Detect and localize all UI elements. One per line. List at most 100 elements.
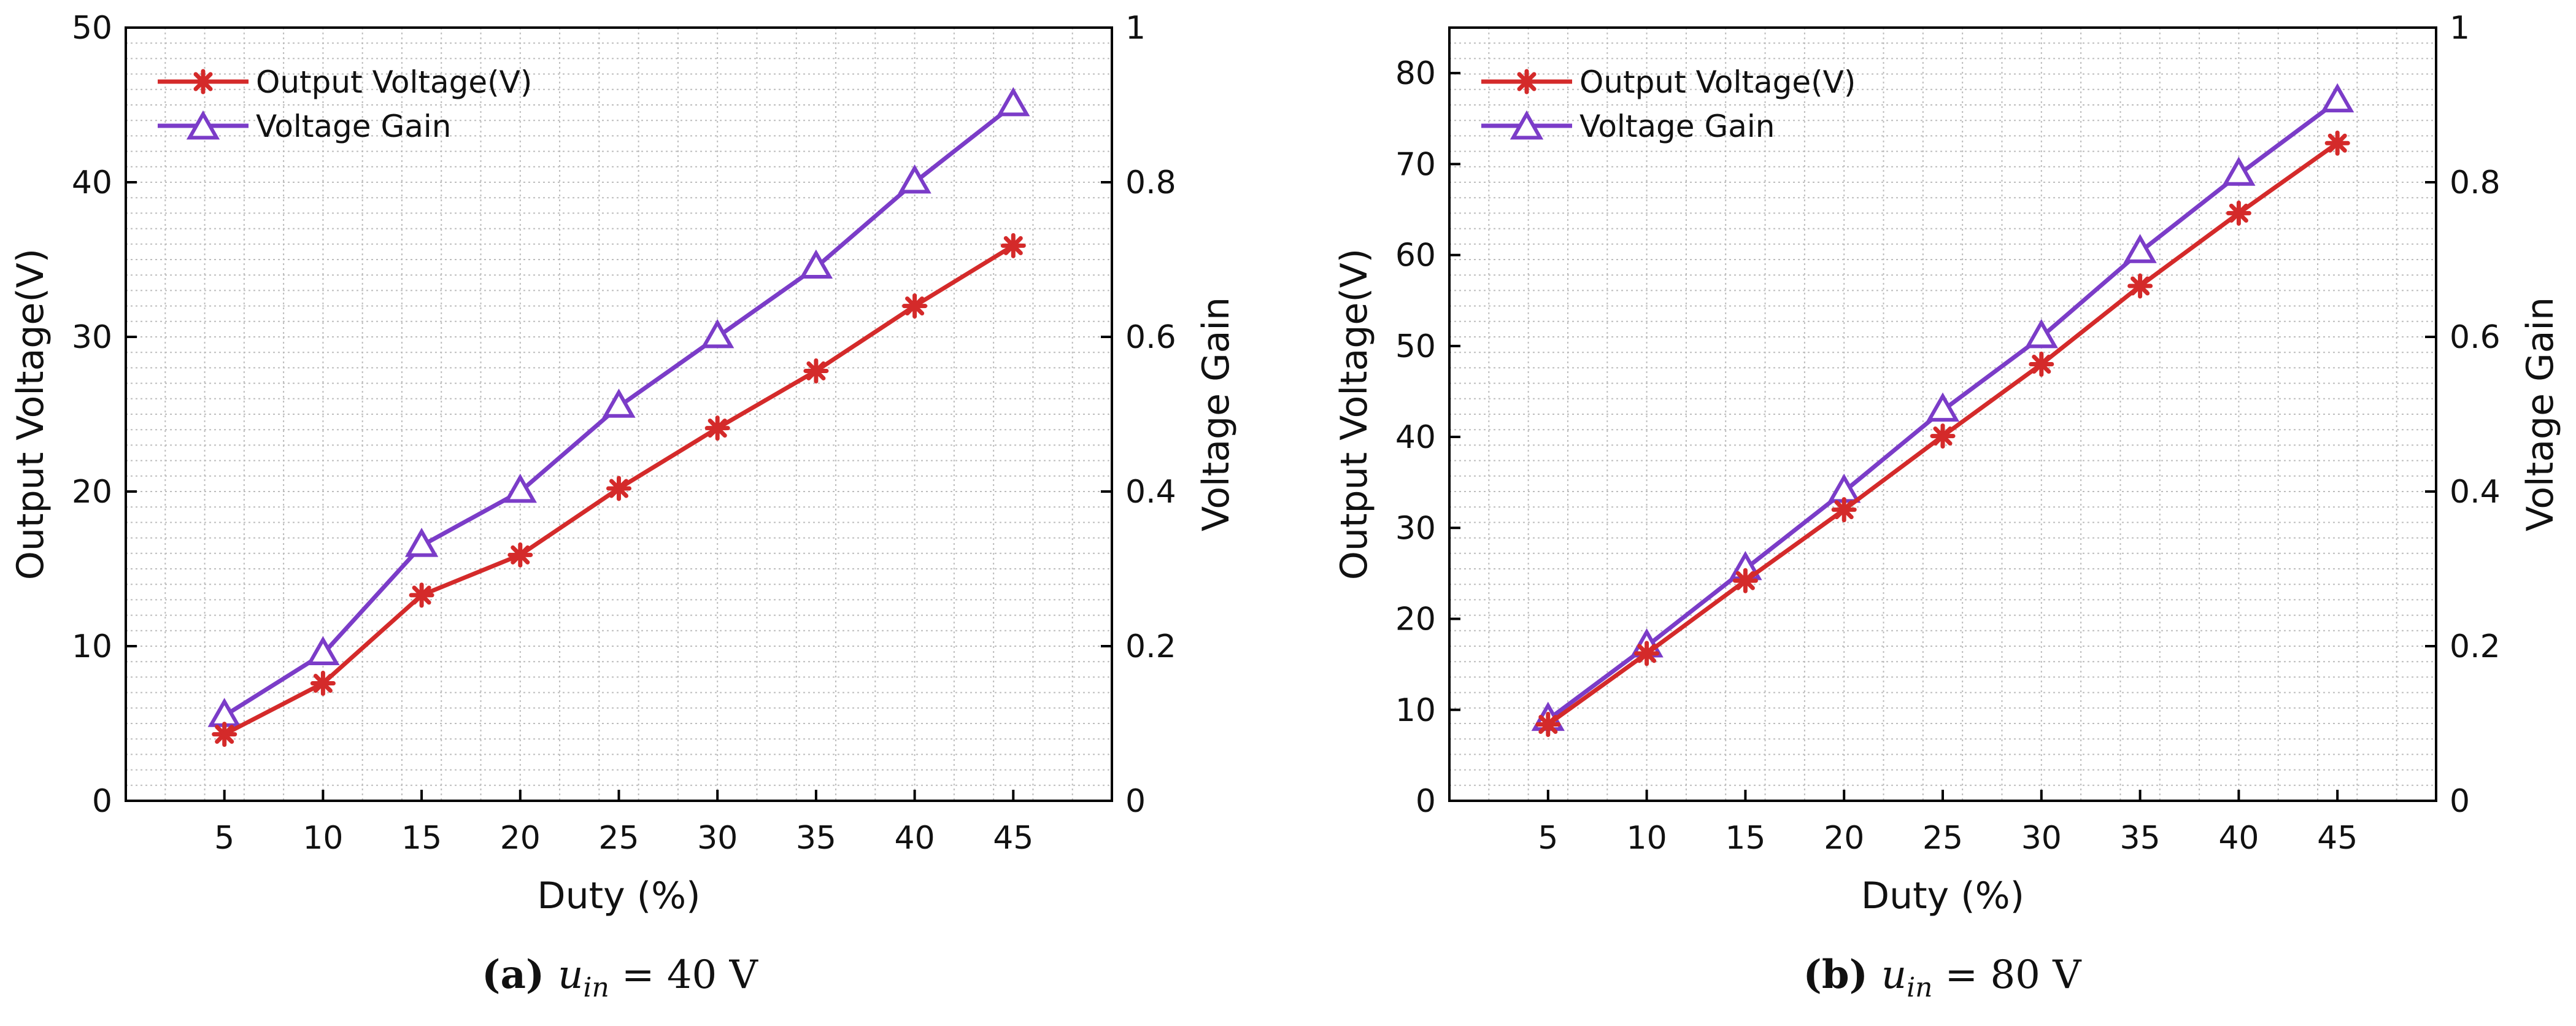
y2-tick-label: 0.8 [2450,164,2501,201]
x-tick-label: 25 [1922,820,1963,857]
x-tick-label: 5 [1538,820,1558,857]
x-tick-label: 35 [796,820,836,857]
x-tick-label: 45 [2317,820,2358,857]
triangle-marker [1926,392,1960,422]
asterisk-marker [1535,711,1561,737]
x-tick-label: 20 [500,820,541,857]
x-tick-label: 30 [2021,820,2062,857]
triangle-marker [404,528,439,557]
y-tick-label: 0 [1416,783,1436,820]
y-tick-label: 30 [1395,510,1436,547]
y-axis-title: Output Voltage(V) [1333,249,1376,580]
y2-tick-label: 0.6 [2450,319,2501,356]
asterisk-marker [212,722,237,747]
x-axis-title: Duty (%) [537,874,700,917]
y-axis-title: Output Voltage(V) [9,249,52,580]
triangle-marker [1510,110,1544,140]
triangle-marker [2222,156,2256,186]
asterisk-marker [704,415,730,441]
asterisk-marker [606,476,631,501]
series-output-voltage [1535,130,2350,737]
y-tick-label: 60 [1395,237,1436,274]
y-tick-label: 0 [92,783,112,820]
asterisk-marker [310,670,336,696]
y2-tick-label: 0.6 [1125,319,1176,356]
asterisk-marker [902,293,928,319]
y-tick-label: 30 [72,319,112,356]
grid [1449,28,2436,801]
y2-tick-label: 0 [2450,783,2470,820]
asterisk-marker [2226,200,2251,226]
asterisk-marker [1732,568,1758,593]
x-tick-label: 35 [2120,820,2161,857]
x-tick-label: 10 [303,820,343,857]
asterisk-marker [803,358,829,384]
y-tick-label: 50 [1395,328,1436,365]
triangle-marker [997,87,1030,117]
y-tick-label: 80 [1395,55,1436,92]
y2-tick-label: 0.4 [1125,474,1176,511]
x-tick-label: 5 [214,820,234,857]
triangle-marker [306,636,340,665]
legend-label: Output Voltage(V) [256,64,532,100]
y-tick-label: 50 [72,10,112,47]
y2-axis-title: Voltage Gain [2519,297,2562,531]
triangle-marker [602,388,636,418]
y2-tick-label: 1 [1125,10,1146,47]
asterisk-marker [2029,351,2054,377]
asterisk-marker [2127,273,2153,299]
asterisk-marker [1831,497,1857,523]
y2-tick-label: 0.2 [1125,628,1176,665]
x-tick-label: 25 [598,820,639,857]
x-axis-title: Duty (%) [1861,874,2024,917]
series-voltage-gain [207,87,1030,727]
x-tick-label: 10 [1627,820,1667,857]
x-tick-label: 45 [993,820,1033,857]
x-tick-label: 30 [697,820,738,857]
y-tick-label: 10 [72,628,112,665]
legend-label: Voltage Gain [256,109,451,144]
asterisk-marker [409,582,434,608]
caption: (b) uin = 80 V [1803,952,2083,1003]
y2-tick-label: 0 [1125,783,1146,820]
triangle-marker [207,698,241,727]
y2-axis-title: Voltage Gain [1195,297,1238,531]
series-output-voltage [212,233,1026,747]
caption: (a) uin = 40 V [482,952,758,1003]
asterisk-marker [1514,69,1540,94]
triangle-marker [799,249,833,279]
triangle-marker [2123,234,2157,263]
y-tick-label: 70 [1395,146,1436,183]
grid [126,28,1112,801]
legend: Output Voltage(V) Voltage Gain [1481,64,1856,144]
y-tick-label: 20 [1395,601,1436,638]
x-tick-label: 15 [401,820,442,857]
asterisk-marker [190,69,216,94]
asterisk-marker [507,542,533,568]
x-tick-label: 15 [1725,820,1765,857]
triangle-marker [898,164,931,194]
legend: Output Voltage(V) Voltage Gain [158,64,532,144]
triangle-marker [2024,318,2058,349]
triangle-marker [701,318,735,349]
triangle-marker [2321,83,2354,113]
x-tick-label: 20 [1824,820,1864,857]
y2-tick-label: 1 [2450,10,2470,47]
asterisk-marker [2324,130,2350,156]
x-tick-label: 40 [2218,820,2259,857]
y2-tick-label: 0.2 [2450,628,2501,665]
triangle-marker [186,110,220,140]
legend-label: Output Voltage(V) [1579,64,1856,100]
triangle-marker [503,473,537,503]
asterisk-marker [1930,423,1956,449]
y-tick-label: 20 [72,474,112,511]
y2-tick-label: 0.4 [2450,474,2501,511]
x-tick-label: 40 [895,820,935,857]
legend-label: Voltage Gain [1579,109,1775,144]
y-tick-label: 40 [1395,419,1436,456]
asterisk-marker [1634,641,1660,666]
y-tick-label: 10 [1395,692,1436,729]
